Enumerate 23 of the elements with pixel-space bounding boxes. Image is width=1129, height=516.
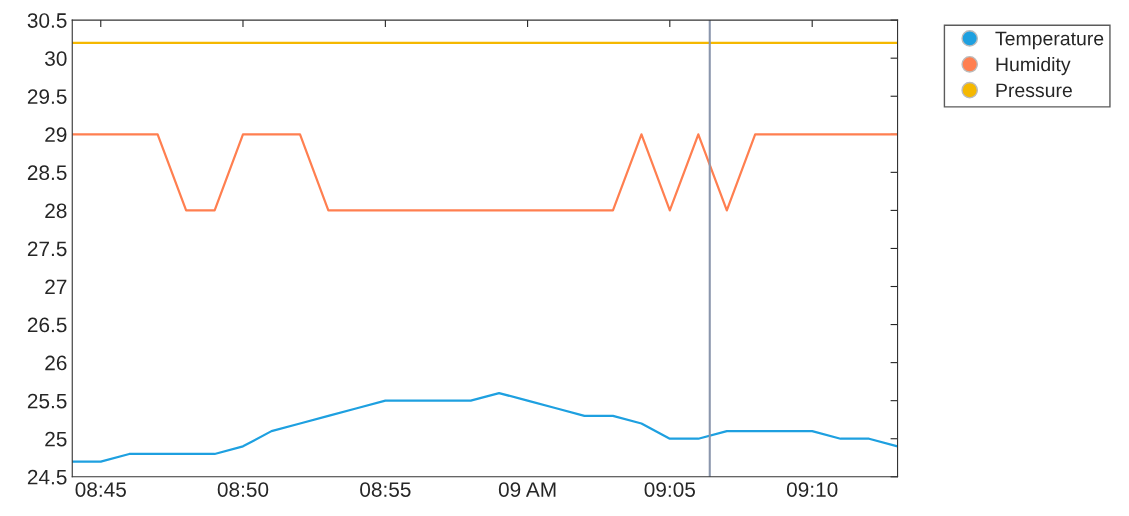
- y-tick-label: 30.5: [27, 13, 67, 28]
- x-tick-label: 09 AM: [498, 482, 556, 497]
- y-tick-label: 24.5: [27, 469, 67, 485]
- x-tick-label: 08:45: [75, 482, 126, 497]
- y-tick-label: 30: [45, 51, 67, 66]
- legend-label: Temperature: [995, 31, 1104, 50]
- y-tick-label: 28.5: [27, 165, 67, 181]
- legend-label: Humidity: [996, 57, 1071, 76]
- y-tick-label: 27.5: [27, 241, 67, 257]
- legend-label: Pressure: [996, 83, 1072, 98]
- x-tick-label: 09:05: [644, 482, 695, 497]
- x-tick-label: 09:10: [786, 482, 838, 497]
- y-tick-label: 29: [45, 127, 67, 143]
- y-tick-label: 25.5: [27, 393, 67, 409]
- y-tick-label: 28: [45, 203, 67, 219]
- y-tick-label: 29.5: [27, 89, 67, 104]
- y-tick-label: 26.5: [27, 317, 67, 333]
- y-tick-label: 26: [45, 355, 67, 371]
- y-tick-label: 27: [45, 279, 67, 295]
- x-tick-label: 08:50: [217, 482, 269, 497]
- x-tick-label: 08:55: [360, 482, 411, 497]
- y-tick-label: 25: [45, 431, 67, 447]
- line-series: [72, 391, 898, 463]
